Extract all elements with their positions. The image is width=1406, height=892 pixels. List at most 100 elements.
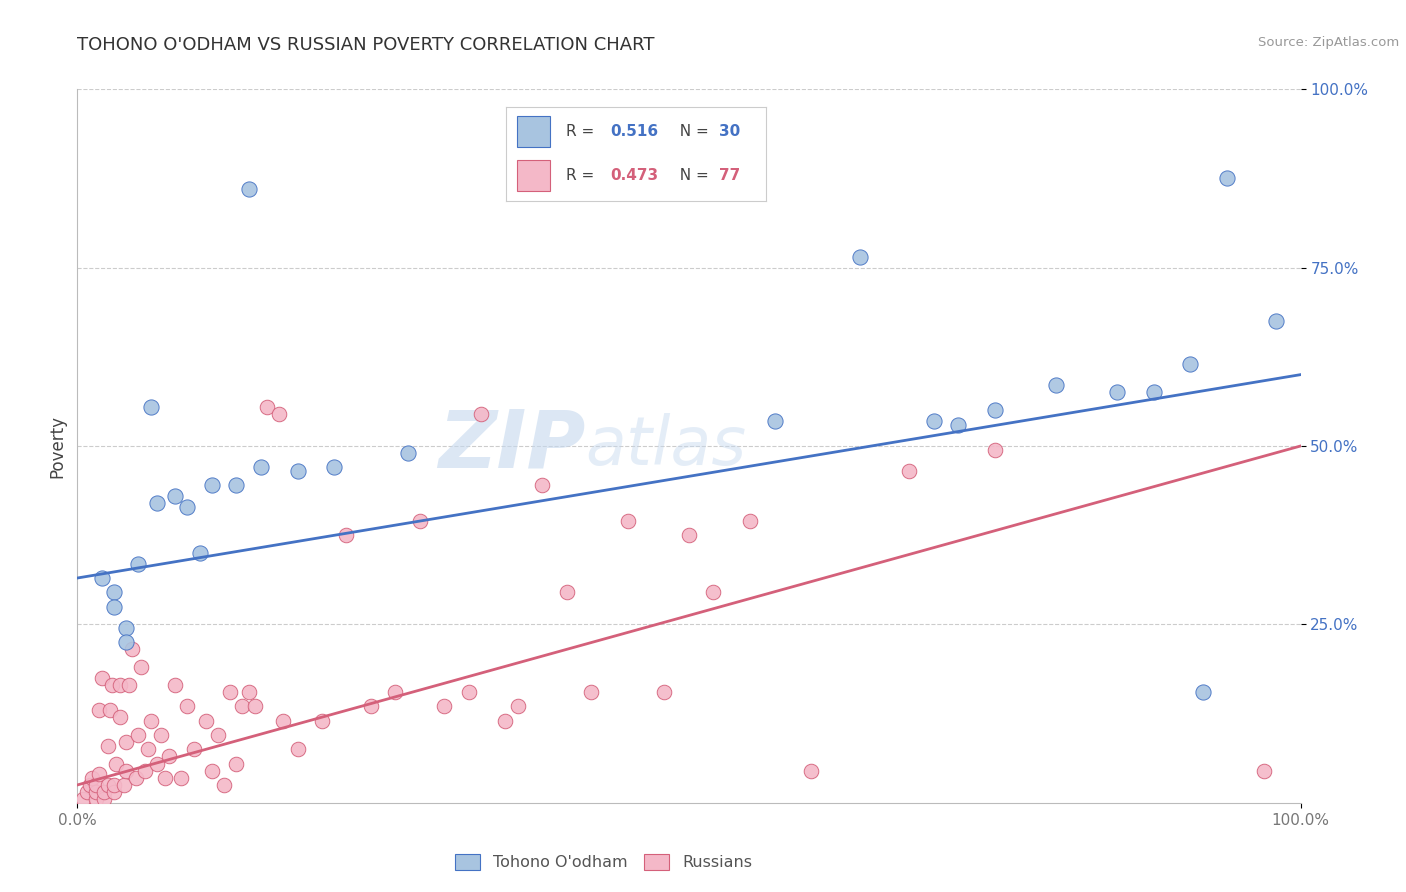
Point [136,742,159,756]
Point [115,635,138,649]
Point [531,478,554,492]
Point [139,400,162,414]
Point [90,671,112,685]
Point [80,771,103,785]
Point [115,764,138,778]
Y-axis label: Poverty: Poverty [48,415,66,477]
Point [225,478,247,492]
Point [1107,385,1129,400]
Point [617,514,640,528]
Point [231,699,253,714]
Point [127,557,149,571]
Text: 30: 30 [720,124,741,139]
Point [579,685,602,699]
Point [1143,385,1166,400]
Point [183,742,205,756]
Point [1180,357,1202,371]
Point [495,714,517,728]
Point [176,500,198,514]
Text: TOHONO O'ODHAM VS RUSSIAN POVERTY CORRELATION CHART: TOHONO O'ODHAM VS RUSSIAN POVERTY CORREL… [77,36,655,54]
Point [170,771,193,785]
Point [103,585,125,599]
Point [89,703,111,717]
Point [457,685,479,699]
Point [155,771,177,785]
Point [84,792,107,806]
Point [946,417,969,432]
Point [84,785,107,799]
Point [1253,764,1275,778]
Point [360,699,382,714]
Point [1045,378,1067,392]
Point [1265,314,1288,328]
Point [702,585,724,599]
Point [654,685,676,699]
Text: atlas: atlas [585,413,747,479]
Point [139,714,162,728]
Text: R =: R = [567,169,599,184]
Text: ZIP: ZIP [437,407,585,485]
Point [146,496,169,510]
Point [149,728,172,742]
Point [287,742,309,756]
Text: 0.473: 0.473 [610,169,658,184]
Point [1216,171,1239,186]
Point [800,764,823,778]
Point [103,599,125,614]
Point [984,442,1007,457]
Point [335,528,357,542]
Point [118,678,141,692]
Point [433,699,456,714]
Point [323,460,346,475]
Point [93,792,115,806]
Point [678,528,700,542]
Point [97,739,120,753]
Text: R =: R = [567,124,599,139]
Legend: Tohono O'odham, Russians: Tohono O'odham, Russians [449,848,758,877]
Point [103,778,125,792]
Point [555,585,578,599]
Point [165,489,187,503]
Point [165,678,187,692]
Point [127,728,149,742]
Point [146,756,169,771]
Point [212,778,235,792]
Point [72,792,94,806]
Point [103,785,125,799]
Point [201,478,224,492]
Point [108,678,131,692]
Point [250,460,273,475]
Point [238,685,260,699]
Point [98,703,121,717]
Point [225,756,247,771]
Point [97,778,120,792]
Point [121,642,143,657]
Point [219,685,242,699]
Point [89,767,111,781]
Point [194,714,217,728]
Point [115,735,138,749]
Point [506,699,529,714]
Point [90,571,112,585]
FancyBboxPatch shape [516,116,550,147]
Point [108,710,131,724]
Point [740,514,762,528]
Text: N =: N = [671,124,714,139]
Point [93,785,115,799]
Point [256,400,278,414]
Text: 0.516: 0.516 [610,124,658,139]
Point [176,699,198,714]
Point [129,660,152,674]
Text: Source: ZipAtlas.com: Source: ZipAtlas.com [1258,36,1399,49]
Point [271,714,294,728]
Point [409,514,432,528]
Point [1191,685,1213,699]
Point [134,764,156,778]
Text: N =: N = [671,169,714,184]
Point [105,756,128,771]
Point [79,778,101,792]
Point [84,778,107,792]
Point [238,182,260,196]
Point [115,621,138,635]
Point [470,407,492,421]
